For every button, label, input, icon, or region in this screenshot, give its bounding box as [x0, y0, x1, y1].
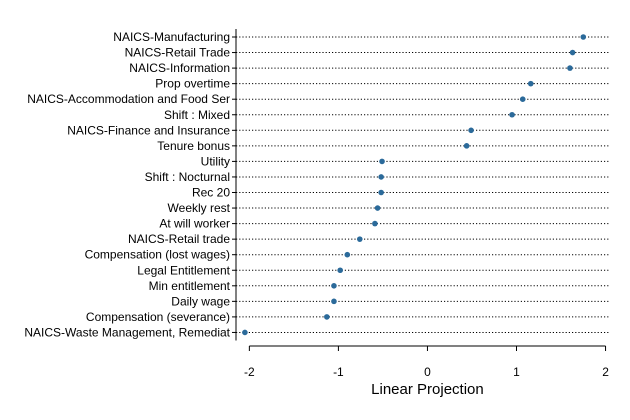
category-label: Weekly rest [168, 201, 231, 215]
x-axis-title: Linear Projection [371, 381, 484, 398]
data-point [378, 189, 384, 196]
category-label: Tenure bonus [157, 139, 230, 153]
x-tick-label: 2 [602, 365, 609, 379]
data-point [372, 220, 378, 227]
data-point [378, 174, 384, 180]
data-point [331, 283, 337, 289]
x-tick-label: 0 [424, 365, 431, 379]
data-point [344, 251, 351, 258]
category-label: NAICS-Accommodation and Food Ser [27, 92, 230, 106]
category-label: NAICS-Waste Management, Remediat [24, 325, 230, 339]
data-point [569, 49, 576, 56]
data-point [468, 127, 474, 134]
axes [235, 29, 606, 347]
category-label: Compensation (lost wages) [85, 248, 230, 262]
category-label: NAICS-Information [129, 61, 230, 75]
data-point [324, 314, 330, 320]
category-label: NAICS-Finance and Insurance [67, 123, 230, 137]
x-tick-label: -2 [244, 365, 255, 379]
category-label: Legal Entitlement [137, 263, 230, 277]
category-label: Utility [201, 154, 230, 168]
category-label: NAICS-Retail trade [128, 232, 230, 246]
x-ticks: -2 -1 0 1 2 [244, 346, 609, 379]
data-point [519, 96, 526, 102]
category-label: Shift : Mixed [164, 108, 230, 122]
category-label: Daily wage [171, 294, 230, 308]
data-points [242, 34, 587, 336]
category-label: Rec 20 [192, 186, 230, 200]
category-label: Shift : Nocturnal [145, 170, 230, 184]
data-point [567, 65, 573, 71]
x-tick-label: 1 [513, 365, 520, 379]
data-point [463, 143, 470, 149]
category-label: Prop overtime [155, 77, 230, 91]
data-point [527, 80, 534, 87]
category-label: Min entitlement [149, 279, 231, 293]
data-point [242, 329, 248, 336]
data-point [379, 158, 385, 165]
data-point [580, 34, 587, 40]
category-label: At will worker [159, 217, 230, 231]
x-tick-label: -1 [333, 365, 344, 379]
data-point [374, 205, 381, 211]
category-label: NAICS-Manufacturing [113, 30, 230, 44]
guide-lines [232, 36, 610, 333]
category-label: NAICS-Retail Trade [125, 46, 231, 60]
data-point [509, 111, 515, 118]
data-point [356, 236, 363, 242]
data-point [337, 267, 343, 274]
data-point [331, 298, 337, 305]
category-label: Compensation (severance) [86, 310, 230, 324]
